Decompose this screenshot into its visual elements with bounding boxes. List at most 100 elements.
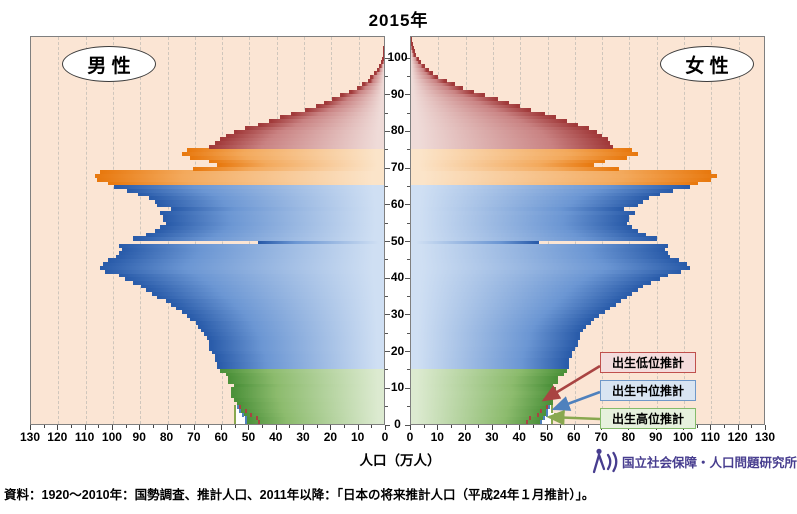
pyramid-bar [411, 185, 690, 190]
variant-mid-line [548, 405, 551, 410]
x-tick [344, 425, 346, 428]
male-pyramid-plot [30, 36, 385, 425]
pyramid-bar [411, 236, 657, 241]
pyramid-bar [411, 298, 622, 303]
x-tick [437, 425, 439, 430]
x-tick [330, 425, 332, 430]
pyramid-bar [411, 276, 660, 281]
variant-low-line [540, 408, 543, 413]
x-tick-label: 100 [101, 430, 122, 444]
pyramid-bar [411, 199, 644, 204]
pyramid-bar [171, 302, 384, 307]
pyramid-bar [411, 258, 679, 263]
pyramid-bar [162, 218, 384, 223]
pyramid-bar [165, 221, 384, 226]
age-tick [385, 204, 390, 206]
pyramid-bar [233, 397, 384, 402]
age-tick [385, 75, 388, 77]
x-tick-label: 80 [621, 430, 636, 444]
x-tick [57, 425, 59, 430]
pyramid-bar [258, 122, 384, 127]
x-tick-label: 60 [567, 430, 581, 444]
pyramid-bar [411, 210, 635, 215]
pyramid-bar [374, 71, 384, 76]
pyramid-bar [411, 364, 570, 369]
variant-gap [233, 416, 245, 421]
x-tick [532, 425, 534, 428]
pyramid-bar [411, 159, 605, 164]
pyramid-bar [121, 247, 384, 252]
x-tick [410, 425, 411, 430]
x-tick [30, 425, 31, 430]
pyramid-bar [209, 342, 384, 347]
variant-high-line [551, 419, 553, 424]
age-tick-label: 100 [387, 50, 408, 65]
variant-low-line [239, 405, 242, 410]
pyramid-bar [411, 287, 638, 292]
pyramid-bar [411, 317, 594, 322]
pyramid-bar [119, 251, 384, 256]
pyramid-bar [411, 273, 668, 278]
pyramid-bar [113, 185, 384, 190]
age-tick [385, 241, 390, 242]
pyramid-bar [220, 368, 384, 373]
x-tick [357, 425, 359, 430]
x-tick-label: 0 [381, 430, 389, 444]
pyramid-bar [269, 119, 384, 124]
pyramid-bar [411, 188, 674, 193]
pyramid-bar [181, 152, 384, 157]
pyramid-bar [124, 276, 384, 281]
x-tick-label: 20 [457, 430, 472, 444]
pyramid-bar [411, 346, 575, 351]
pyramid-bar [411, 45, 414, 50]
age-tick [407, 185, 410, 187]
pyramid-bar [370, 74, 384, 80]
pyramid-bar [332, 97, 384, 102]
legend-low-variant: 出生低位推計 [600, 352, 696, 373]
pyramid-bar [108, 181, 384, 186]
pyramid-bar [411, 148, 633, 153]
pyramid-bar [411, 37, 412, 39]
age-tick [405, 424, 410, 426]
pyramid-bar [411, 372, 564, 377]
pyramid-bar [160, 225, 384, 230]
chart-title: 2015年 [368, 11, 429, 30]
age-tick-label: 10 [390, 380, 405, 395]
x-tick-label: 80 [159, 430, 174, 444]
pyramid-bar [209, 144, 384, 149]
pyramid-bar [411, 166, 619, 171]
age-tick [385, 332, 388, 334]
x-tick-label: 120 [727, 430, 748, 444]
age-tick [405, 204, 410, 206]
x-tick [423, 425, 425, 428]
pyramid-bar [411, 225, 633, 230]
x-tick [560, 425, 562, 428]
x-tick [152, 425, 154, 428]
pyramid-bar [233, 383, 384, 388]
pyramid-bar [192, 166, 384, 171]
pyramid-bar [411, 52, 417, 58]
pyramid-bar [217, 364, 384, 369]
pyramid-bar [211, 350, 384, 355]
age-tick [385, 259, 388, 261]
pyramid-bar [411, 328, 584, 333]
x-tick-label: 90 [132, 430, 146, 444]
x-tick [43, 425, 45, 428]
age-tick [385, 369, 388, 371]
pyramid-bar [411, 232, 646, 237]
pyramid-bar [411, 141, 611, 146]
x-tick-label: 130 [754, 430, 776, 444]
pyramid-bar [228, 379, 384, 384]
x-tick [696, 425, 698, 428]
x-tick [546, 425, 548, 430]
x-tick [371, 425, 373, 428]
male-label-badge: 男 性 [62, 46, 156, 82]
pyramid-bar [411, 174, 717, 179]
x-tick [125, 425, 127, 428]
x-tick [751, 425, 753, 428]
variant-high-line [233, 419, 236, 424]
pyramid-bar [280, 115, 384, 120]
pyramid-bar [160, 210, 384, 215]
pyramid-bar [157, 295, 384, 300]
